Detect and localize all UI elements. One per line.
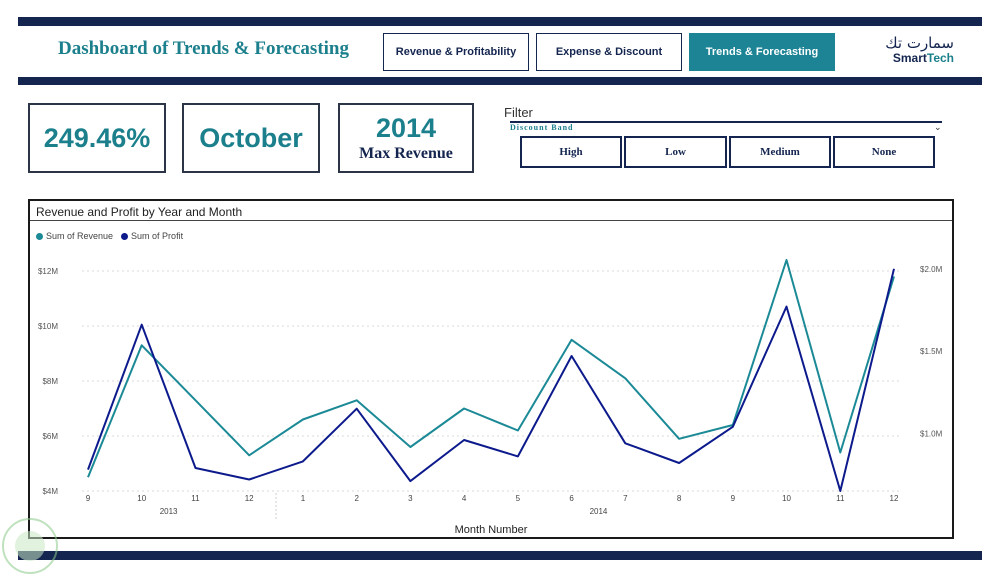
kpi-year-label: Max Revenue: [359, 145, 453, 162]
x-tick-label: 9: [731, 494, 736, 503]
y-right-tick-label: $2.0M: [920, 265, 943, 274]
x-tick-label: 10: [782, 494, 791, 503]
x-tick-label: 10: [137, 494, 146, 503]
footer-bar: [18, 551, 982, 560]
x-tick-label: 2: [354, 494, 359, 503]
header-top-bar: [18, 17, 982, 26]
logo-tech: Tech: [926, 51, 954, 65]
slicer-option-low[interactable]: Low: [624, 136, 727, 168]
x-tick-label: 8: [677, 494, 682, 503]
chart-title: Revenue and Profit by Year and Month: [36, 205, 243, 219]
x-tick-label: 7: [623, 494, 628, 503]
nav-button-revenue-profitability[interactable]: Revenue & Profitability: [383, 33, 529, 71]
filter-clear-icon[interactable]: ⌄: [934, 122, 942, 132]
chart-legend: Sum of Revenue Sum of Profit: [36, 231, 183, 241]
x-tick-label: 9: [86, 494, 91, 503]
y-right-tick-label: $1.5M: [920, 347, 943, 356]
x-tick-label: 5: [516, 494, 521, 503]
legend-label-profit: Sum of Profit: [131, 231, 184, 241]
kpi-growth-value: 249.46%: [43, 123, 151, 153]
x-year-group-label: 2014: [590, 507, 608, 516]
y-left-tick-label: $12M: [38, 267, 58, 276]
legend-dot-profit: [121, 232, 129, 240]
slicer-option-high[interactable]: High: [520, 136, 622, 168]
chart-plot-svg: $4M$6M$8M$10M$12M$1.0M$1.5M$2.0M9 10 11 12 1…: [38, 259, 943, 536]
smarttech-logo: سمارت تك SmartTech: [882, 36, 954, 68]
x-year-group-label: 2013: [160, 507, 178, 516]
nav-button-expense-discount[interactable]: Expense & Discount: [536, 33, 682, 71]
kpi-year-value: 2014: [375, 113, 437, 143]
y-right-tick-label: $1.0M: [920, 429, 943, 438]
y-left-tick-label: $4M: [42, 487, 58, 496]
legend-item-profit[interactable]: Sum of Profit: [121, 231, 183, 241]
kpi-card-month: October: [182, 103, 320, 173]
y-left-tick-label: $10M: [38, 322, 58, 331]
filter-divider: [510, 121, 942, 123]
legend-dot-revenue: [36, 232, 43, 240]
logo-arabic-text: سمارت تك: [885, 34, 954, 52]
x-tick-label: 11: [191, 494, 200, 503]
x-tick-label: 12: [890, 494, 899, 503]
legend-item-revenue[interactable]: Sum of Revenue: [36, 231, 113, 241]
filter-title: Filter: [504, 105, 533, 120]
series-line-profit: [87, 268, 895, 492]
page-title: Dashboard of Trends & Forecasting: [58, 38, 350, 59]
x-tick-label: 11: [836, 494, 845, 503]
watermark-inner: [15, 531, 45, 561]
legend-label-revenue: Sum of Revenue: [46, 231, 114, 241]
revenue-profit-chart: Revenue and Profit by Year and Month Sum…: [28, 199, 954, 539]
y-left-tick-label: $6M: [42, 432, 58, 441]
y-left-tick-label: $8M: [42, 377, 58, 386]
x-axis-title: Month Number: [455, 524, 528, 536]
x-tick-label: 6: [569, 494, 574, 503]
filter-subtitle: Discount Band: [510, 123, 574, 132]
series-line-revenue: [87, 259, 895, 478]
x-tick-label: 1: [301, 494, 306, 503]
nav-button-trends-forecasting[interactable]: Trends & Forecasting: [689, 33, 835, 71]
kpi-month-value: October: [199, 123, 303, 153]
x-tick-label: 4: [462, 494, 467, 503]
logo-smart: Smart: [892, 51, 927, 65]
slicer-option-none[interactable]: None: [833, 136, 935, 168]
watermark-logo-icon: [2, 518, 58, 574]
kpi-card-max-revenue: 2014 Max Revenue: [338, 103, 474, 173]
slicer-option-medium[interactable]: Medium: [729, 136, 831, 168]
header-bottom-bar: [18, 77, 982, 85]
chart-title-divider: [30, 220, 952, 221]
x-tick-label: 3: [408, 494, 413, 503]
logo-wordmark: SmartTech: [882, 51, 954, 65]
kpi-card-growth: 249.46%: [28, 103, 166, 173]
x-tick-label: 12: [245, 494, 254, 503]
